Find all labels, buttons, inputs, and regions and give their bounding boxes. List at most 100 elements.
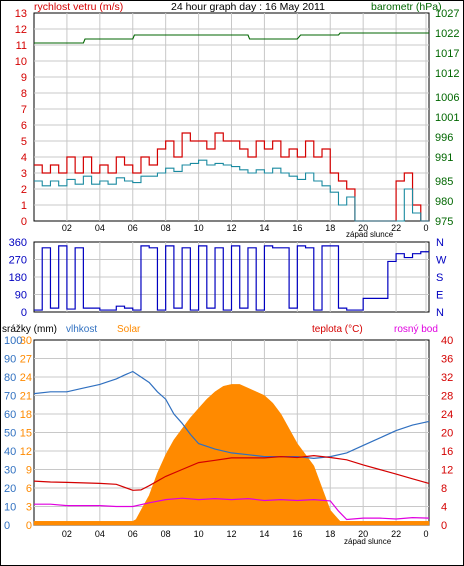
humidity-tick-label: 40: [4, 446, 16, 458]
humidity-tick-label: 50: [4, 428, 16, 440]
compass-tick-label: W: [436, 255, 447, 267]
temperature-tick-label: 12: [441, 465, 453, 477]
x-tick-label: 06: [128, 223, 138, 233]
x-tick-label: 16: [292, 223, 302, 233]
rain-tick-label: 0: [26, 520, 32, 532]
dew_point-series-line: [34, 497, 430, 521]
rain-tick-label: 30: [20, 335, 32, 347]
wind-speed-tick-label: 2: [21, 184, 27, 196]
x-tick-label: 18: [325, 529, 335, 539]
humidity-tick-label: 100: [4, 335, 22, 347]
rain-tick-label: 9: [26, 465, 32, 477]
solar-area: [33, 384, 430, 526]
wind-speed-tick-label: 8: [21, 88, 27, 100]
pressure-tick-label: 1022: [435, 28, 459, 40]
humidity-tick-label: 90: [4, 354, 16, 366]
x-tick-label: 0: [423, 529, 428, 539]
sunset-label-top: západ slunce: [346, 230, 394, 239]
humidity-axis-label: vlhkost: [66, 324, 97, 335]
wind-speed-tick-label: 3: [21, 168, 27, 180]
x-tick-label: 16: [292, 529, 302, 539]
x-tick-label: 0: [423, 223, 428, 233]
rain-tick-label: 15: [20, 428, 32, 440]
sunset-label-bottom: západ slunce: [344, 537, 392, 546]
direction-tick-label: 180: [9, 272, 27, 284]
temperature-series-line: [33, 454, 430, 491]
wind-speed-tick-label: 4: [21, 152, 27, 164]
x-tick-label: 10: [194, 223, 204, 233]
chart-title: 24 hour graph day : 16 May 2011: [171, 1, 325, 13]
temperature-tick-label: 20: [441, 428, 453, 440]
x-tick-label: 22: [391, 529, 401, 539]
rain-humidity-solar-temp-chart: srážky (mm) vlhkost Solar teplota (°C) r…: [2, 324, 453, 546]
wind-speed-tick-label: 0: [21, 216, 27, 228]
wind-speed-tick-label: 6: [21, 120, 27, 132]
wind-speed-tick-label: 12: [15, 24, 27, 36]
pressure-tick-label: 991: [435, 152, 453, 164]
humidity-tick-label: 60: [4, 409, 16, 421]
humidity-tick-label: 20: [4, 483, 16, 495]
temperature-tick-label: 4: [441, 502, 447, 514]
temperature-axis-label: teplota (°C): [312, 324, 363, 335]
x-tick-label: 12: [226, 529, 236, 539]
compass-tick-label: E: [436, 290, 443, 302]
temperature-tick-label: 8: [441, 483, 447, 495]
rain-tick-label: 21: [20, 391, 32, 403]
humidity-tick-label: 70: [4, 391, 16, 403]
rain-tick-label: 12: [20, 446, 32, 458]
rain-tick-label: 3: [26, 502, 32, 514]
pressure-tick-label: 975: [435, 216, 453, 228]
humidity-series-line: [33, 370, 430, 460]
direction-tick-label: 0: [21, 307, 27, 319]
pressure-tick-label: 1017: [435, 48, 459, 60]
pressure-tick-label: 1027: [435, 8, 459, 20]
temperature-tick-label: 36: [441, 354, 453, 366]
pressure-tick-label: 985: [435, 176, 453, 188]
x-tick-label: 22: [391, 223, 401, 233]
solar-axis-label: Solar: [117, 324, 141, 335]
wind-speed-tick-label: 9: [21, 72, 27, 84]
x-tick-label: 02: [62, 529, 72, 539]
x-tick-label: 14: [259, 223, 269, 233]
pressure-tick-label: 1006: [435, 92, 459, 104]
temperature-tick-label: 32: [441, 372, 453, 384]
pressure-series-line: [34, 32, 429, 44]
pressure-tick-label: 1001: [435, 112, 459, 124]
temperature-tick-label: 0: [441, 520, 447, 532]
rain-tick-label: 27: [20, 354, 32, 366]
x-tick-label: 12: [226, 223, 236, 233]
direction-tick-label: 360: [9, 237, 27, 249]
pressure-tick-label: 996: [435, 132, 453, 144]
x-tick-label: 14: [259, 529, 269, 539]
humidity-tick-label: 0: [4, 520, 10, 532]
x-tick-label: 06: [128, 529, 138, 539]
x-tick-label: 20: [358, 529, 368, 539]
wind-pressure-chart: rychlost vetru (m/s) 24 hour graph day :…: [15, 1, 460, 239]
wind-speed-tick-label: 10: [15, 56, 27, 68]
humidity-tick-label: 30: [4, 465, 16, 477]
direction-tick-label: 270: [9, 255, 27, 267]
rain-tick-label: 18: [20, 409, 32, 421]
wind-speed-tick-label: 5: [21, 136, 27, 148]
rain-axis-label: srážky (mm): [2, 324, 57, 335]
x-tick-label: 18: [325, 223, 335, 233]
pressure-tick-label: 1012: [435, 68, 459, 80]
temperature-tick-label: 40: [441, 335, 453, 347]
x-tick-label: 08: [161, 223, 171, 233]
x-tick-label: 08: [161, 529, 171, 539]
rain-tick-label: 6: [26, 483, 32, 495]
rain-tick-label: 24: [20, 372, 32, 384]
x-tick-label: 20: [358, 223, 368, 233]
dew-point-axis-label: rosný bod: [394, 324, 438, 335]
temperature-tick-label: 28: [441, 391, 453, 403]
wind-speed-tick-label: 11: [16, 40, 27, 52]
x-tick-label: 10: [194, 529, 204, 539]
wind-speed-tick-label: 7: [21, 104, 27, 116]
pressure-tick-label: 980: [435, 196, 453, 208]
temperature-tick-label: 16: [441, 446, 453, 458]
gust-series-line: [34, 132, 429, 222]
humidity-tick-label: 80: [4, 372, 16, 384]
x-tick-label: 02: [62, 223, 72, 233]
